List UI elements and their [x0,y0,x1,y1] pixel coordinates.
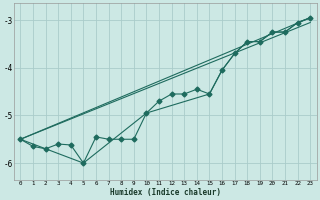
X-axis label: Humidex (Indice chaleur): Humidex (Indice chaleur) [110,188,221,197]
